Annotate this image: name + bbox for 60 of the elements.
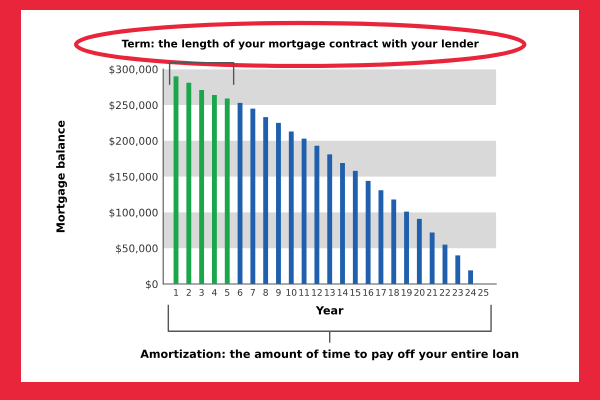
y-tick-label: $150,000 — [110, 172, 158, 182]
x-tick-label: 9 — [276, 289, 281, 296]
bar — [416, 218, 422, 284]
bar — [288, 131, 294, 284]
x-tick-label: 24 — [466, 289, 476, 296]
bar — [314, 146, 320, 284]
y-tick-label: $0 — [146, 280, 158, 290]
x-tick-label: 2 — [186, 289, 191, 296]
x-tick-label: 10 — [286, 289, 296, 296]
x-tick-label: 14 — [338, 289, 348, 296]
text: Term: the length of your mortgage contract with your lender — [122, 39, 479, 50]
bar — [430, 232, 435, 284]
bar — [442, 244, 448, 284]
x-tick-label: 5 — [225, 289, 230, 296]
x-tick-label: 16 — [363, 289, 374, 296]
bar — [174, 76, 178, 284]
x-tick-label: 12 — [312, 289, 322, 296]
y-tick-label: $200,000 — [110, 136, 158, 146]
x-tick-label: 4 — [212, 289, 217, 296]
bar — [302, 138, 307, 284]
x-tick-label: 13 — [324, 289, 335, 296]
bar — [263, 117, 268, 284]
x-tick-label: 3 — [199, 289, 204, 296]
x-tick-label: 23 — [452, 289, 463, 296]
y-tick-label: $100,000 — [110, 208, 158, 218]
bar — [186, 82, 192, 284]
y-tick-label: $250,000 — [110, 101, 158, 110]
x-tick-label: 1 — [174, 289, 178, 296]
x-tick-label: 17 — [376, 289, 386, 296]
x-tick-label: 11 — [299, 289, 309, 296]
bar — [378, 190, 384, 284]
bar — [276, 122, 281, 284]
x-axis-title: Year — [316, 306, 344, 315]
bar — [238, 102, 242, 284]
x-tick-label: 15 — [350, 289, 360, 296]
y-tick-label: $300,000 — [110, 65, 158, 75]
x-tick-label: 21 — [427, 289, 438, 296]
x-tick-label: 18 — [388, 289, 399, 296]
bar — [366, 180, 371, 284]
x-tick-label: 22 — [440, 289, 450, 296]
bar — [250, 108, 256, 284]
bar — [391, 200, 396, 284]
bar — [224, 98, 230, 284]
x-tick-label: 20 — [414, 289, 424, 296]
bar — [199, 90, 204, 284]
bar — [468, 270, 474, 284]
y-axis-title: Mortgage balance — [56, 120, 67, 232]
x-tick-label: 8 — [263, 289, 268, 296]
x-tick-label: 6 — [238, 289, 242, 296]
bar — [455, 255, 460, 284]
text: Amortization: the amount of time to pay off your entire loan — [140, 349, 518, 360]
bar — [327, 154, 332, 284]
y-tick-label: $50,000 — [116, 244, 158, 254]
x-tick-label: 25 — [478, 289, 488, 296]
bar — [340, 162, 345, 284]
bar — [404, 212, 409, 284]
x-tick-label: 19 — [402, 289, 412, 296]
x-tick-label: 7 — [250, 289, 255, 296]
bar — [212, 94, 217, 284]
bar — [352, 170, 358, 284]
